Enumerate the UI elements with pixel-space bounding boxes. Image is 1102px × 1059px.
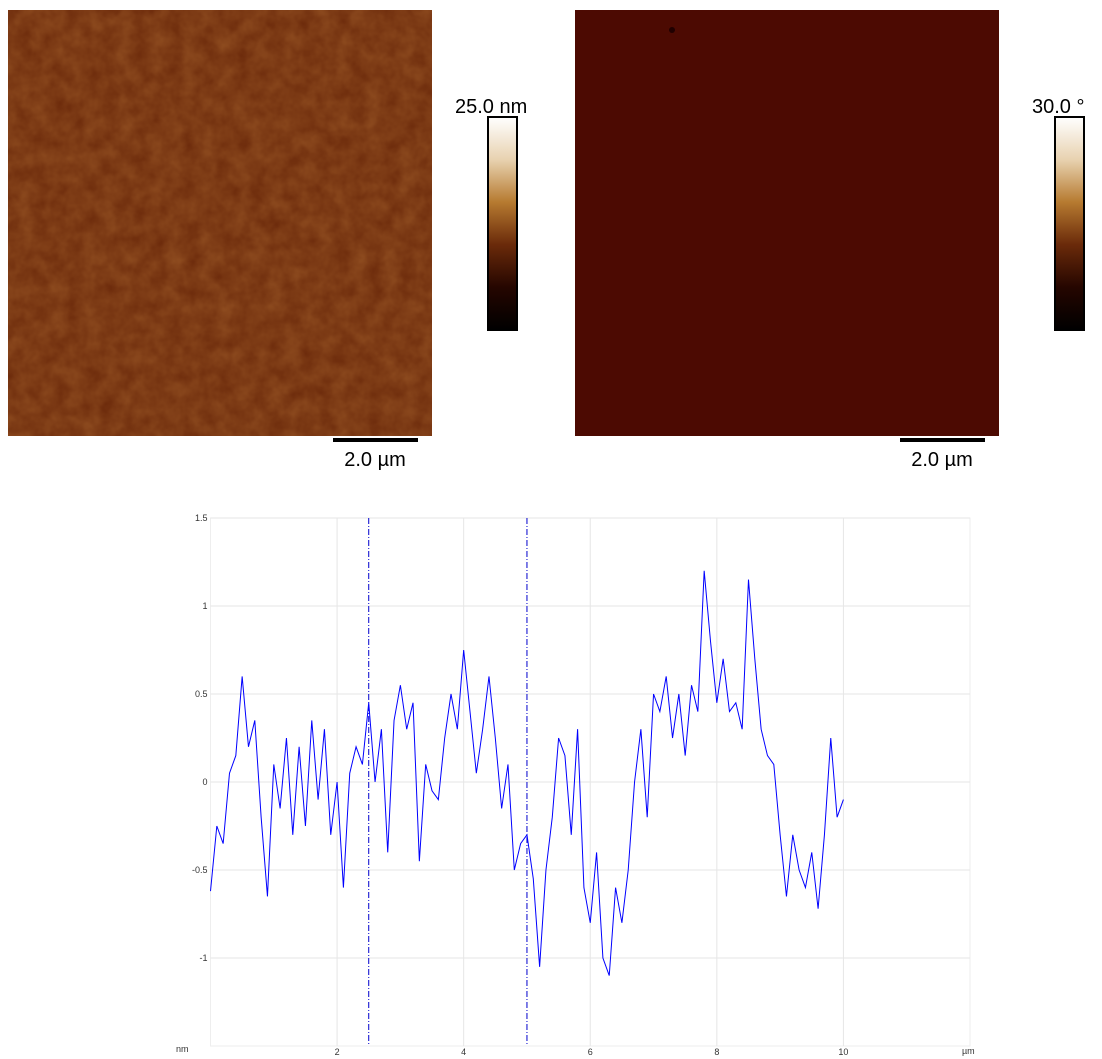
x-tick-label: 8 [714,1047,719,1057]
x-axis-label: µm [962,1046,975,1056]
scale-bar-label: 2.0 µm [911,449,973,471]
x-tick-label: 6 [588,1047,593,1057]
colorbar-label: 25.0 nm [455,96,527,118]
scale-bar-label: 2.0 µm [344,449,406,471]
y-tick-label: 0.5 [195,689,208,699]
y-tick-label: 1 [202,601,207,611]
x-tick-label: 4 [461,1047,466,1057]
y-axis-label: nm [176,1044,189,1054]
image-texture [8,10,432,436]
colorbar [1054,116,1085,331]
profile-chart: nm µm -1 -0.5 0 0.5 1 1.5 2 4 6 8 10 [176,513,975,1057]
y-tick-label: -0.5 [192,865,208,875]
x-tick-label: 2 [335,1047,340,1057]
y-tick-label: -1 [199,953,207,963]
x-tick-label: 10 [838,1047,848,1057]
profile-line [210,570,844,976]
colorbar [487,116,518,331]
y-tick-label: 1.5 [195,513,208,523]
image-defect [669,27,675,33]
y-tick-label: 0 [202,777,207,787]
colorbar-label: 30.0 ° [1032,96,1084,118]
phase-image [575,10,999,436]
